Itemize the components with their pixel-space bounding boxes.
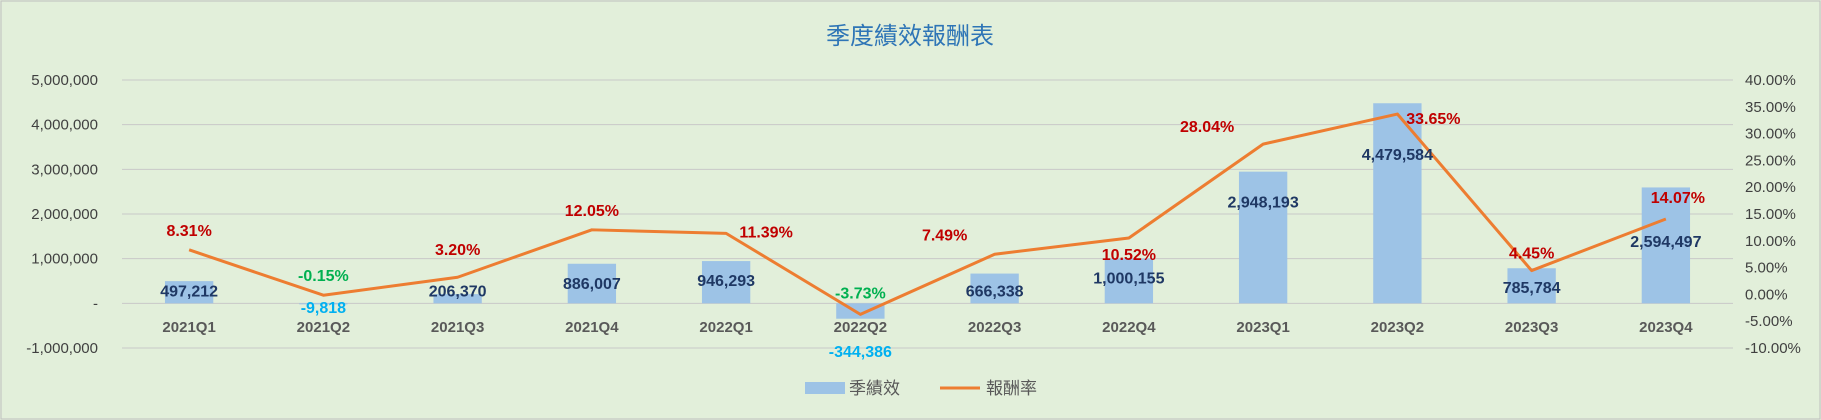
bar-data-label: -9,818 [301,300,346,317]
category-tick-label: 2022Q1 [699,319,752,336]
category-tick-label: 2021Q4 [565,319,619,336]
bar [299,303,348,305]
left-axis-tick-label: 4,000,000 [31,117,98,134]
line-data-label: 12.05% [565,203,619,220]
line-data-label: 33.65% [1406,111,1460,128]
left-axis-tick-label: 1,000,000 [31,251,98,268]
left-axis-tick-label: - [93,295,98,312]
right-axis-tick-label: 20.00% [1745,179,1796,196]
right-axis-tick-label: 5.00% [1745,260,1788,277]
line-data-label: -0.15% [298,268,349,285]
bar [1641,187,1691,304]
category-tick-label: 2023Q1 [1236,319,1289,336]
right-axis-tick-label: 25.00% [1745,152,1796,169]
chart-title: 季度績效報酬表 [826,22,994,50]
right-axis-tick-label: 10.00% [1745,233,1796,250]
bar [164,281,214,304]
category-tick-label: 2021Q3 [431,319,484,336]
left-axis-tick-label: 3,000,000 [31,161,98,178]
bar [567,263,617,304]
bar-data-label: 4,479,584 [1362,147,1433,164]
bar-data-label: 1,000,155 [1093,271,1164,288]
left-axis-tick-label: -1,000,000 [26,340,98,357]
right-axis-tick-label: 35.00% [1745,99,1796,116]
right-axis-tick-label: 40.00% [1745,72,1796,89]
bar [970,273,1019,304]
line-data-label: 14.07% [1651,190,1705,207]
right-axis-tick-label: 30.00% [1745,126,1796,143]
line-data-labels: 8.31% -0.15% 3.20% 12.05% 11.39% -3.73% 7.49% 1… [166,111,1705,302]
category-ticks: 2021Q1 2021Q2 2021Q3 2021Q4 2022Q1 2022Q2 2022… [162,319,1693,336]
bar-data-label: -344,386 [829,344,892,361]
category-tick-label: 2022Q4 [1102,319,1156,336]
right-axis-tick-label: -10.00% [1745,340,1801,357]
bar [1373,103,1422,304]
bar-data-label: 946,293 [697,273,755,290]
category-tick-label: 2023Q4 [1639,319,1693,336]
left-axis-tick-label: 2,000,000 [31,206,98,223]
bar [1507,268,1556,304]
category-tick-label: 2021Q1 [162,319,215,336]
category-tick-label: 2023Q3 [1505,319,1558,336]
category-tick-label: 2021Q2 [297,319,350,336]
line-data-label: 4.45% [1509,246,1554,263]
bar [701,261,751,304]
bar-data-label: 2,594,497 [1630,234,1701,251]
right-axis-tick-label: 0.00% [1745,286,1788,303]
bar-data-label: 666,338 [966,283,1024,300]
bar-data-label: 497,212 [160,283,218,300]
bar-data-label: 2,948,193 [1228,195,1299,212]
line-data-label: -3.73% [835,285,886,302]
bar-data-labels: 497,212 -9,818 206,370 886,007 946,293 -344,3… [160,147,1701,361]
right-axis-tick-label: -5.00% [1745,313,1793,330]
line-data-label: 28.04% [1180,119,1234,136]
category-tick-label: 2023Q2 [1371,319,1424,336]
bar [1238,171,1288,304]
category-tick-label: 2022Q2 [834,319,887,336]
legend-label-line: 報酬率 [986,379,1037,399]
line-data-label: 7.49% [922,227,967,244]
legend: 季績效 報酬率 [805,379,1037,399]
line-data-label: 8.31% [166,223,211,240]
legend-swatch-bar [805,382,845,394]
line-series-path [188,112,1667,316]
category-tick-label: 2022Q3 [968,319,1021,336]
left-axis-tick-label: 5,000,000 [31,72,98,89]
right-axis-tick-label: 15.00% [1745,206,1796,223]
line-data-label: 3.20% [435,242,480,259]
line-series [188,112,1667,316]
line-data-label: 10.52% [1102,247,1156,264]
bar [1104,258,1154,304]
bar-data-label: 785,784 [1503,280,1561,297]
bar-data-label: 206,370 [429,283,487,300]
gridlines [122,79,1733,349]
legend-label-bar: 季績效 [849,379,900,399]
left-axis-ticks: 5,000,000 4,000,000 3,000,000 2,000,000 1,00… [26,72,98,357]
bar-series [164,103,1691,319]
bar [433,294,482,304]
line-data-label: 11.39% [739,224,792,241]
right-axis-ticks: 40.00% 35.00% 30.00% 25.00% 20.00% 15.00% 10.0… [1745,72,1801,357]
bar-data-label: 886,007 [563,276,621,293]
